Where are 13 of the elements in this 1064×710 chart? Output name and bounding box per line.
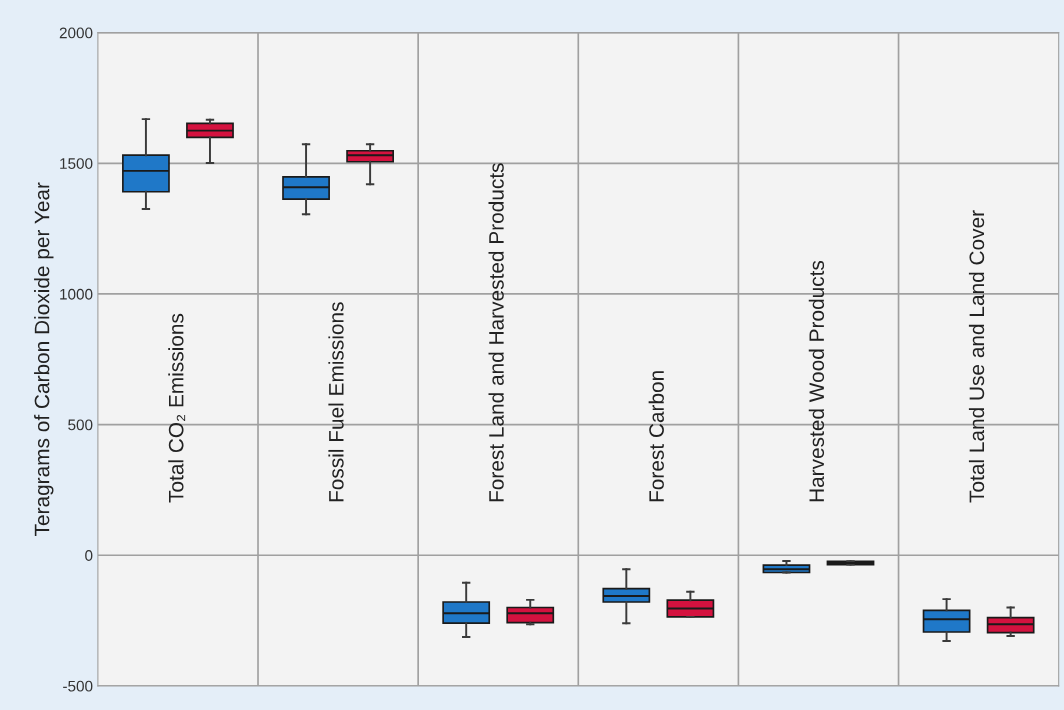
x-tick-label: Forest Carbon [648,371,664,502]
x-tick-label: Harvested Wood Products [808,260,825,502]
y-axis-title: Teragrams of Carbon Dioxide per Year [34,182,54,536]
x-tick-label: Total CO₂ Emissions [168,313,186,503]
x-tick-label: Forest Land and Harvested Products [488,163,504,502]
y-tick-label: 0 [85,550,93,561]
x-tick-label: Fossil Fuel Emissions [328,302,344,502]
y-tick-label: -500 [63,680,93,692]
y-tick-label: 2000 [59,27,93,39]
x-tick-label: Total Land Use and Land Cover [968,210,985,503]
y-tick-label: 1000 [60,288,93,300]
y-tick-label: 1500 [60,158,93,169]
y-tick-label: 500 [68,419,93,431]
